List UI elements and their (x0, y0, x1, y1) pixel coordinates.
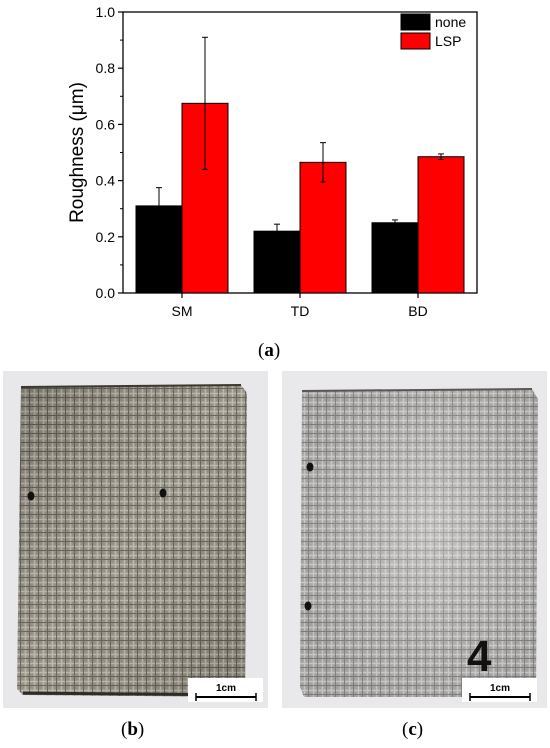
x-tick-label: SM (172, 303, 193, 319)
dot-marker (159, 488, 167, 498)
caption-c: (c) (402, 719, 424, 740)
scale-bar-label: 1cm (216, 683, 236, 694)
legend-label-lsp: LSP (435, 33, 461, 49)
handwritten-number: 4 (467, 632, 492, 681)
sample-plate-c: 4 1cm (282, 371, 547, 708)
dot-marker (27, 491, 35, 501)
y-axis-label: Roughness (μm) (67, 82, 88, 223)
caption-b: (b) (121, 719, 145, 740)
y-tick-label: 0.0 (96, 285, 116, 301)
sample-plate-b: 1cm (3, 371, 268, 708)
y-tick-label: 0.4 (96, 173, 116, 189)
x-tick-label: BD (408, 303, 427, 319)
roughness-bar-chart: 0.0 0.2 0.4 0.6 0.8 1.0 Roughness (μm) SM TD BD no… (67, 4, 478, 319)
dot-marker (306, 462, 314, 472)
photo-c: 4 1cm (282, 371, 547, 708)
bar-none-bd (371, 222, 419, 294)
legend-swatch-none (400, 13, 431, 31)
legend-label-none: none (435, 14, 466, 30)
legend-swatch-lsp (400, 32, 431, 50)
photo-b: 1cm (3, 371, 268, 708)
y-tick-label: 1.0 (96, 4, 116, 20)
bar-lsp-td (299, 161, 347, 294)
scale-bar-label: 1cm (490, 683, 510, 694)
bar-lsp-bd (417, 156, 465, 294)
y-tick-label: 0.8 (96, 60, 116, 76)
caption-a: (a) (258, 340, 281, 361)
bar-none-td (253, 230, 301, 294)
dot-marker (304, 601, 312, 611)
legend: none LSP (400, 13, 466, 50)
y-tick-label: 0.2 (96, 229, 116, 245)
y-tick-label: 0.6 (96, 116, 116, 132)
x-tick-label: TD (291, 303, 310, 319)
